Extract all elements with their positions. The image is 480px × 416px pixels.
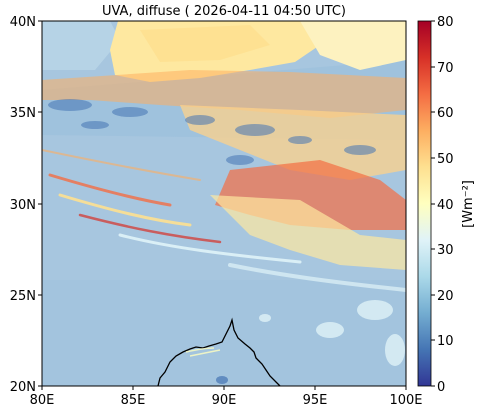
x-tick-label: 85E xyxy=(121,393,146,408)
x-tick-label: 95E xyxy=(303,393,328,408)
colorbar-label: [Wm⁻²] xyxy=(461,180,476,228)
radiation-field xyxy=(42,21,406,386)
cloud-band-north xyxy=(42,70,406,118)
streak-yellow xyxy=(58,193,192,227)
y-tick-label: 25N xyxy=(10,289,36,304)
cb-tick-label: 70 xyxy=(437,61,454,76)
x-tick-label: 90E xyxy=(212,393,237,408)
x-tick-label: 100E xyxy=(389,393,422,408)
scatter-patch xyxy=(357,300,393,320)
blue-cells xyxy=(48,99,376,165)
map-title: UVA, diffuse ( 2026-04-11 04:50 UTC) xyxy=(102,4,346,19)
streak-pale xyxy=(228,263,406,292)
blue-cell xyxy=(185,115,215,125)
y-tick-label: 30N xyxy=(10,198,36,213)
cb-tick-label: 20 xyxy=(437,289,454,304)
coastline xyxy=(157,317,281,386)
field-northwest-patch xyxy=(42,21,120,70)
coastline-delta xyxy=(185,347,221,357)
cb-tick-label: 0 xyxy=(437,380,445,395)
y-tick-label: 40N xyxy=(10,15,36,30)
cloud-north-east xyxy=(300,21,406,70)
cb-tick-label: 10 xyxy=(437,334,454,349)
scatter-patch xyxy=(385,334,405,366)
streak-red xyxy=(78,213,222,244)
scatter-patch xyxy=(259,314,271,322)
x-tick-label: 80E xyxy=(30,393,55,408)
cb-tick-label: 40 xyxy=(437,198,454,213)
streak-thin xyxy=(42,149,201,181)
x-axis: 80E 85E 90E 95E 100E xyxy=(30,386,423,408)
map-plot xyxy=(41,20,407,387)
cloud-north-inner xyxy=(140,25,270,62)
y-axis: 20N 25N 30N 35N 40N xyxy=(10,15,42,395)
blue-cell xyxy=(112,107,148,117)
blue-cell xyxy=(344,145,376,155)
blue-spot xyxy=(216,376,228,384)
colorbar: 0 10 20 30 40 50 60 70 80 [Wm⁻²] xyxy=(417,15,476,395)
scatter-patch xyxy=(316,322,344,338)
cb-tick-label: 60 xyxy=(437,106,454,121)
streak-orange xyxy=(48,173,172,207)
blue-cell xyxy=(288,136,312,144)
east-scatter xyxy=(259,300,405,366)
cloud-band-yellow xyxy=(210,195,406,270)
field-south-sea xyxy=(42,280,406,386)
blue-cell xyxy=(226,155,254,165)
cb-tick-label: 30 xyxy=(437,243,454,258)
colorbar-gradient xyxy=(417,20,432,387)
blue-cell xyxy=(48,99,92,111)
streak-white xyxy=(118,233,302,264)
y-tick-label: 35N xyxy=(10,106,36,121)
y-tick-label: 20N xyxy=(10,380,36,395)
blue-cell xyxy=(81,121,109,129)
colorbar-ticks: 0 10 20 30 40 50 60 70 80 xyxy=(431,15,454,395)
cb-tick-label: 50 xyxy=(437,152,454,167)
cb-tick-label: 80 xyxy=(437,15,454,30)
streaks xyxy=(42,149,406,292)
blue-cell xyxy=(235,124,275,136)
